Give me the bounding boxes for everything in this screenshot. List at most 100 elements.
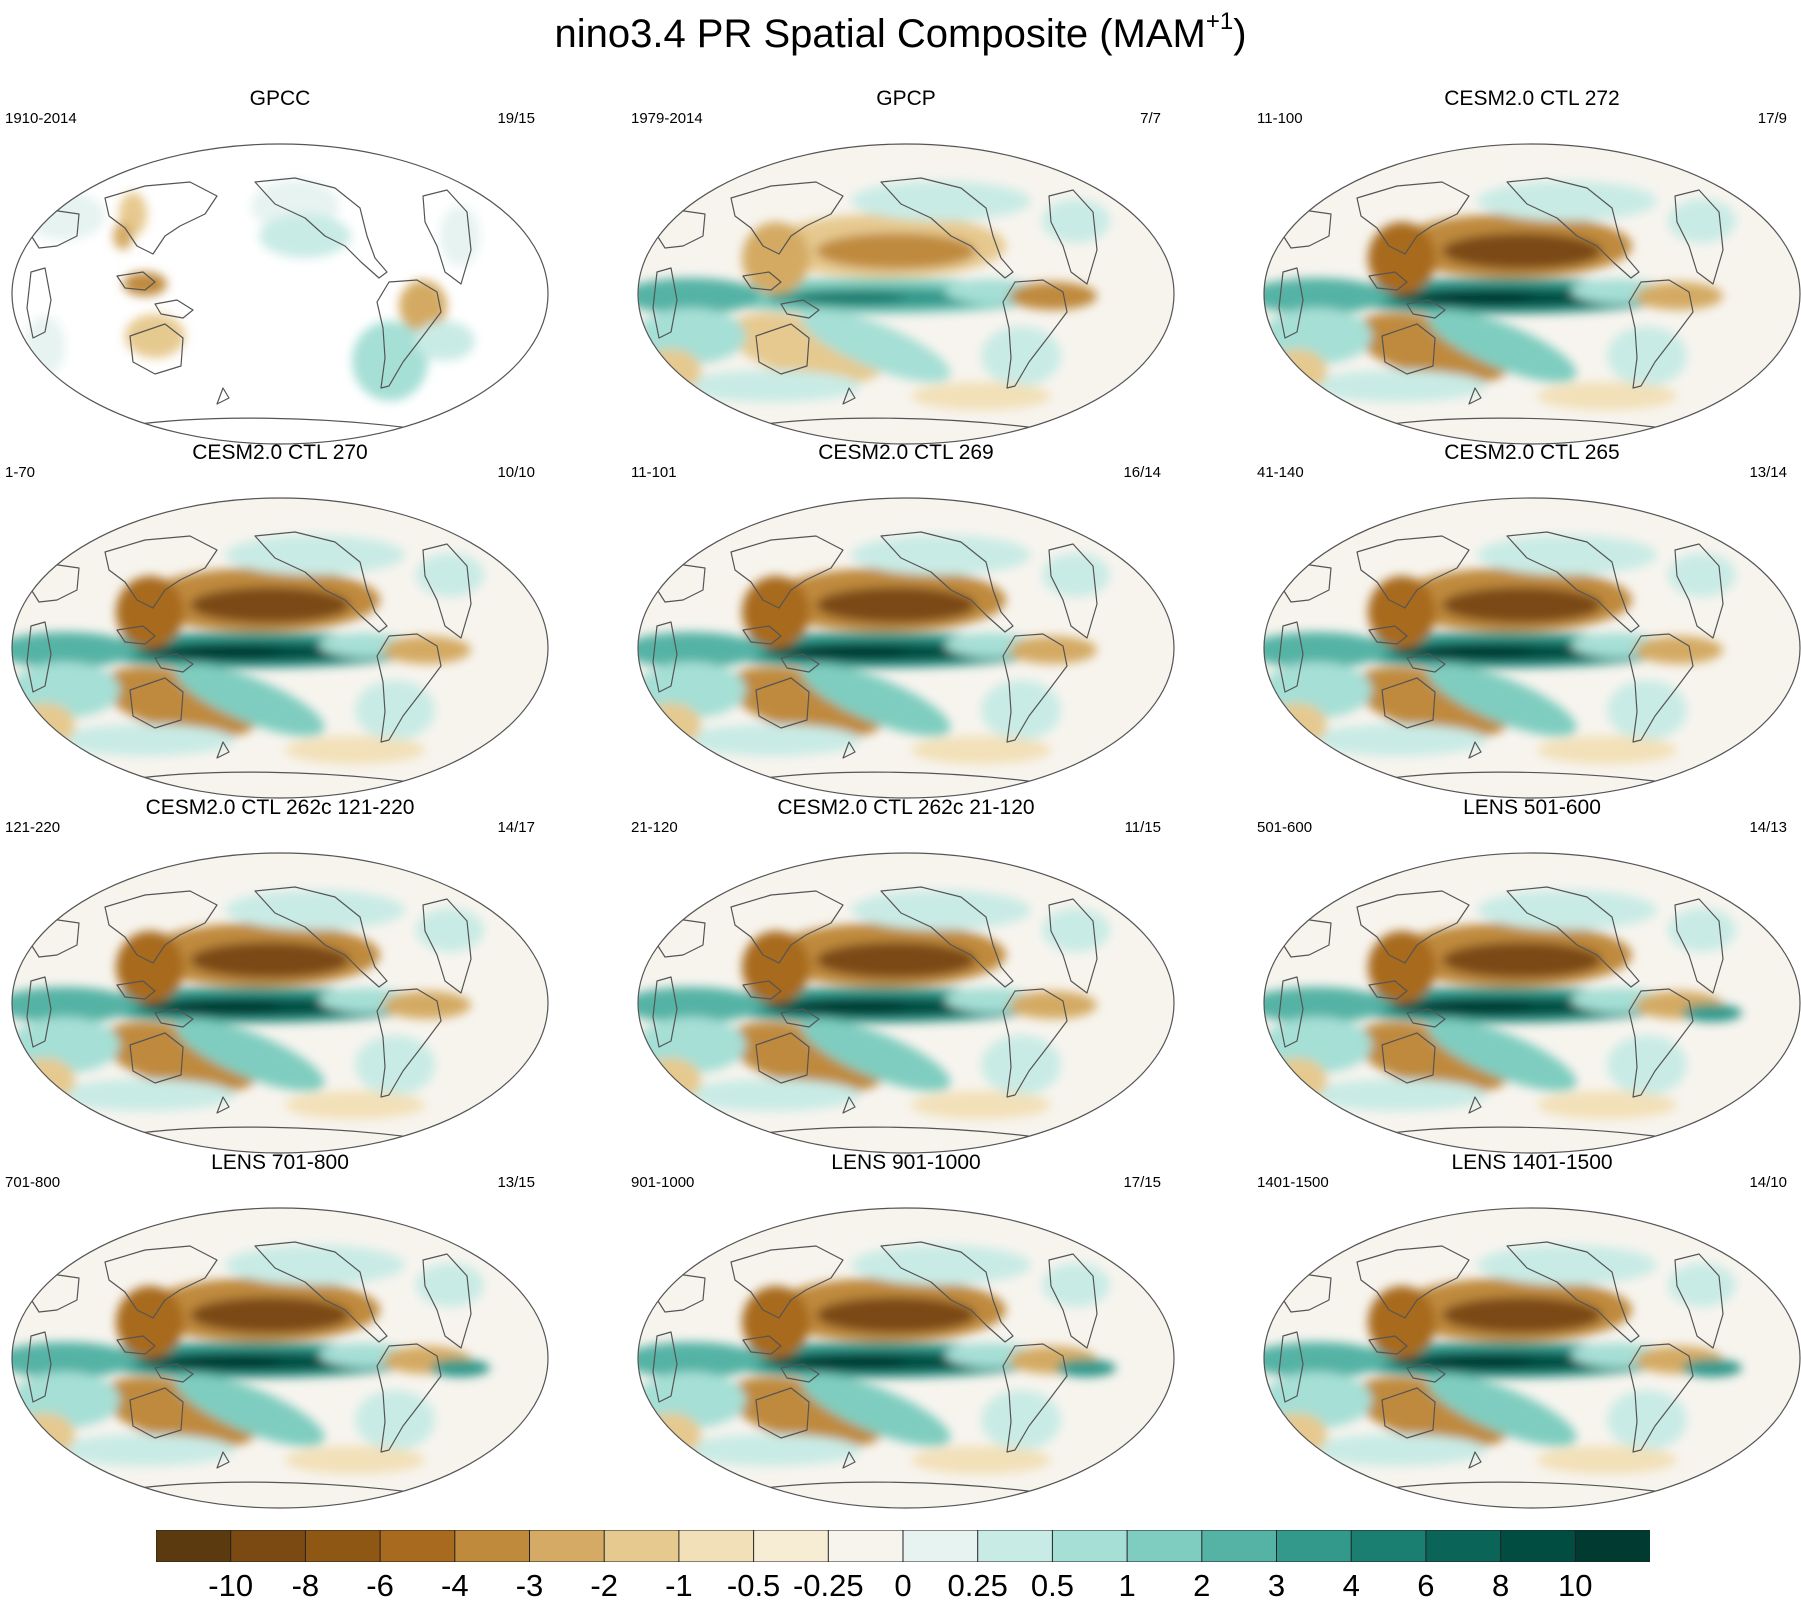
panel-period: 11-100 — [1257, 110, 1303, 127]
colorbar-swatch — [902, 1530, 979, 1562]
colorbar-tick-label: 1 — [1118, 1568, 1136, 1603]
world-map — [1263, 497, 1801, 799]
map-border — [11, 143, 549, 445]
map-panel: LENS 701-800 701-800 13/15 — [5, 1150, 565, 1509]
colorbar-tick-label: 0 — [894, 1568, 912, 1603]
panel-title: GPCC — [249, 87, 311, 110]
map-panel: CESM2.0 CTL 262c 121-220 121-220 14/17 — [5, 795, 565, 1154]
colorbar-swatch — [304, 1530, 382, 1562]
coastlines — [1276, 886, 1724, 1140]
panel-event-counts: 7/7 — [1140, 110, 1161, 127]
map-field — [1264, 853, 1800, 1153]
colorbar-tick-label: 8 — [1491, 1568, 1510, 1603]
map-panel: CESM2.0 CTL 270 1-70 10/10 — [5, 440, 565, 799]
panel-event-counts: 17/15 — [1123, 1174, 1161, 1191]
coastlines — [650, 177, 1098, 431]
panel-event-counts: 17/9 — [1757, 110, 1787, 127]
colorbar-tick-label: -2 — [590, 1568, 618, 1603]
map-field — [638, 144, 1174, 444]
panel-title: LENS 1401-1500 — [1451, 1151, 1613, 1174]
world-map — [1263, 143, 1801, 445]
coastlines — [24, 886, 472, 1140]
world-map — [637, 143, 1175, 445]
colorbar-tick-label: -4 — [441, 1568, 469, 1603]
map-panel: LENS 901-1000 901-1000 17/15 — [631, 1150, 1191, 1509]
coastlines — [650, 1241, 1098, 1495]
panel-period: 1401-1500 — [1257, 1174, 1329, 1191]
world-map — [637, 852, 1175, 1154]
map-border — [1263, 1207, 1801, 1509]
colorbar-tick-label: 2 — [1193, 1568, 1211, 1603]
coastlines — [650, 531, 1098, 785]
map-panel: LENS 1401-1500 1401-1500 14/10 — [1257, 1150, 1801, 1509]
map-border — [1263, 143, 1801, 445]
map-panel: LENS 501-600 501-600 14/13 — [1257, 795, 1801, 1154]
colorbar-tick-label: -10 — [208, 1568, 254, 1603]
panel-event-counts: 13/15 — [497, 1174, 535, 1191]
panel-period: 1979-2014 — [631, 110, 703, 127]
panel-event-counts: 13/14 — [1749, 464, 1787, 481]
panel-event-counts: 14/13 — [1749, 819, 1787, 836]
panel-event-counts: 11/15 — [1124, 819, 1161, 836]
world-map — [637, 497, 1175, 799]
colorbar-swatch — [1051, 1530, 1129, 1562]
colorbar-tick-label: 10 — [1558, 1568, 1593, 1603]
panel-title: CESM2.0 CTL 269 — [818, 441, 994, 464]
colorbar-swatch — [1126, 1530, 1203, 1562]
panel-period: 1-70 — [5, 464, 36, 481]
panel-period: 41-140 — [1257, 464, 1304, 481]
coastlines — [650, 886, 1098, 1140]
map-panel: CESM2.0 CTL 272 11-100 17/9 — [1257, 86, 1801, 445]
map-panel: GPCP 1979-2014 7/7 — [631, 86, 1191, 445]
panel-title: GPCP — [876, 87, 936, 110]
colorbar-swatch — [1425, 1530, 1502, 1562]
map-field — [638, 498, 1174, 798]
map-field — [1264, 498, 1800, 798]
map-panel: CESM2.0 CTL 262c 21-120 21-120 11/15 — [631, 795, 1191, 1154]
coastlines — [1276, 531, 1724, 785]
colorbar-swatch — [827, 1530, 904, 1562]
map-border — [11, 497, 549, 799]
world-map — [11, 143, 549, 445]
coastlines — [1276, 1241, 1724, 1495]
panel-title: CESM2.0 CTL 265 — [1444, 441, 1620, 464]
colorbar-swatch — [379, 1530, 456, 1562]
panel-event-counts: 19/15 — [497, 110, 535, 127]
colorbar-tick-label: 4 — [1342, 1568, 1360, 1603]
panel-period: 901-1000 — [631, 1174, 695, 1191]
colorbar-tick-label: 0.5 — [1030, 1568, 1074, 1603]
panel-period: 501-600 — [1257, 819, 1313, 836]
map-field — [1264, 144, 1800, 444]
map-border — [637, 852, 1175, 1154]
map-field — [12, 853, 548, 1153]
map-border — [11, 852, 549, 1154]
colorbar-tick-label: 0.25 — [947, 1568, 1008, 1603]
panel-title: LENS 501-600 — [1463, 796, 1601, 819]
colorbar-tick-label: -0.25 — [792, 1568, 864, 1603]
coastlines — [24, 177, 472, 431]
panel-event-counts: 10/10 — [497, 464, 535, 481]
map-border — [637, 1207, 1175, 1509]
map-field — [1264, 1208, 1800, 1508]
colorbar-swatch — [230, 1530, 307, 1562]
panel-title: CESM2.0 CTL 262c 21-120 — [777, 796, 1035, 819]
map-border — [637, 497, 1175, 799]
colorbar-tick-label: 6 — [1417, 1568, 1435, 1603]
colorbar-swatch — [156, 1530, 232, 1562]
panel-period: 21-120 — [631, 819, 678, 836]
world-map — [637, 1207, 1175, 1509]
map-field — [12, 1208, 548, 1508]
map-panel: CESM2.0 CTL 265 41-140 13/14 — [1257, 440, 1801, 799]
colorbar-swatch — [1350, 1530, 1427, 1562]
colorbar-tick-label: -8 — [291, 1568, 320, 1603]
colorbar-swatch — [603, 1530, 680, 1562]
panel-event-counts: 16/14 — [1123, 464, 1161, 481]
colorbar-tick-label: -3 — [515, 1568, 544, 1603]
colorbar-swatch — [678, 1530, 755, 1562]
colorbar-swatch — [1201, 1530, 1278, 1562]
coastlines — [24, 1241, 472, 1495]
panel-period: 1910-2014 — [5, 110, 77, 127]
map-border — [637, 143, 1175, 445]
colorbar-swatch — [753, 1530, 830, 1562]
panel-event-counts: 14/10 — [1749, 1174, 1787, 1191]
